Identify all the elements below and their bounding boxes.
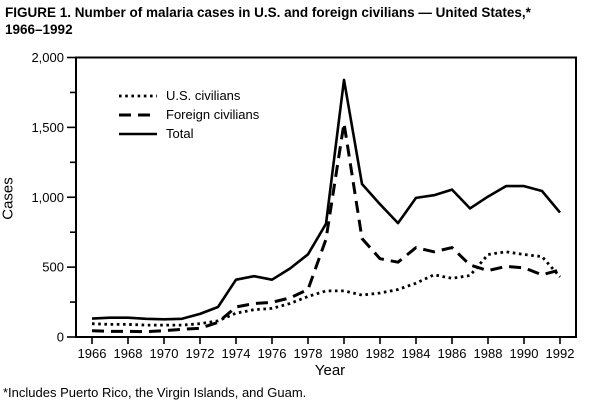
figure-title-line2: 1966–1992	[5, 22, 73, 37]
x-tick-label: 1970	[150, 346, 179, 361]
data-series-lines	[91, 78, 562, 334]
dashed-line-sample	[119, 113, 157, 116]
figure-title: FIGURE 1. Number of malaria cases in U.S…	[5, 4, 603, 38]
y-axis-ticks: 0 500 1,000 1,500 2,000	[31, 50, 76, 345]
x-tick-label: 1978	[294, 346, 323, 361]
x-tick-label: 1986	[438, 346, 467, 361]
figure-title-line1: FIGURE 1. Number of malaria cases in U.S…	[5, 5, 531, 20]
legend-item-foreign-civilians: Foreign civilians	[118, 105, 259, 124]
x-tick-label: 1972	[186, 346, 215, 361]
legend-label-foreign-civilians: Foreign civilians	[166, 107, 260, 122]
x-tick-label: 1976	[258, 346, 287, 361]
x-tick-label: 1968	[114, 346, 143, 361]
y-axis-title: Cases	[0, 177, 17, 220]
foreign-civilians-line	[91, 121, 561, 334]
y-tick-label: 500	[42, 260, 64, 275]
x-axis-title: Year	[314, 362, 346, 379]
total-line	[91, 78, 561, 321]
x-tick-label: 1980	[330, 346, 359, 361]
x-tick-label: 1988	[474, 346, 503, 361]
x-tick-label: 1982	[366, 346, 395, 361]
y-tick-label: 0	[57, 330, 64, 345]
y-tick-label: 1,000	[31, 190, 64, 205]
solid-line-sample	[119, 132, 157, 135]
x-tick-label: 1984	[402, 346, 431, 361]
y-tick-label: 2,000	[31, 50, 64, 65]
legend-label-total: Total	[166, 126, 194, 141]
legend: U.S. civilians Foreign civilians Total	[118, 86, 259, 143]
x-tick-label: 1966	[78, 346, 107, 361]
legend-label-us-civilians: U.S. civilians	[166, 88, 241, 103]
y-tick-label: 1,500	[31, 120, 64, 135]
x-tick-label: 1974	[222, 346, 251, 361]
legend-item-total: Total	[118, 124, 259, 143]
u-s-civilians-line	[91, 250, 562, 327]
legend-item-us-civilians: U.S. civilians	[118, 86, 259, 105]
dotted-line-sample	[119, 94, 157, 97]
x-tick-label: 1990	[510, 346, 539, 361]
x-tick-label: 1992	[546, 346, 575, 361]
footnote: *Includes Puerto Rico, the Virgin Island…	[3, 385, 307, 400]
x-axis-ticks: 1966 1968 1970 1972 1974 1976 1978 1980 1982 1984…	[78, 337, 575, 361]
